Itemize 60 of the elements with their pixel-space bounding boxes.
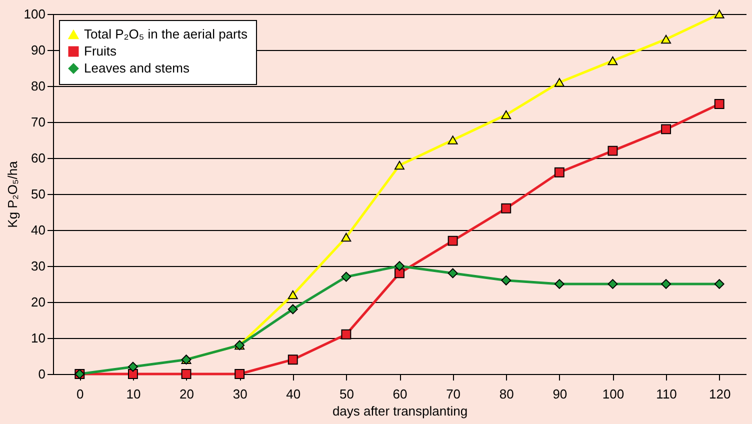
x-tick-label: 120 bbox=[708, 386, 731, 402]
point bbox=[128, 369, 138, 379]
point bbox=[341, 232, 352, 242]
x-tick-label: 40 bbox=[286, 386, 301, 402]
x-tick-label: 80 bbox=[499, 386, 514, 402]
x-tick-label: 90 bbox=[552, 386, 568, 402]
point bbox=[501, 203, 512, 214]
point bbox=[128, 362, 138, 372]
x-tick-label: 0 bbox=[76, 386, 84, 402]
x-tick-label: 100 bbox=[602, 386, 624, 402]
point bbox=[288, 290, 298, 300]
point bbox=[554, 78, 564, 87]
y-tick-label: 50 bbox=[31, 186, 46, 202]
point bbox=[501, 275, 512, 286]
x-tick-label: 60 bbox=[392, 386, 408, 402]
y-tick-label: 20 bbox=[31, 294, 46, 310]
legend-label: Leaves and stems bbox=[84, 60, 190, 76]
point bbox=[661, 279, 672, 289]
y-tick-label: 30 bbox=[31, 258, 46, 274]
point bbox=[608, 146, 618, 156]
x-tick-label: 30 bbox=[232, 386, 248, 402]
y-tick-label: 40 bbox=[31, 222, 46, 238]
point bbox=[448, 268, 458, 278]
y-tick-label: 100 bbox=[24, 6, 46, 22]
point bbox=[661, 34, 672, 44]
point bbox=[554, 279, 564, 289]
y-tick-label: 80 bbox=[31, 78, 46, 94]
point bbox=[341, 272, 352, 282]
y-tick-label: 70 bbox=[31, 114, 46, 130]
point bbox=[288, 304, 298, 314]
point bbox=[608, 279, 618, 289]
point bbox=[394, 268, 404, 278]
point bbox=[661, 124, 672, 134]
point bbox=[288, 354, 298, 365]
point bbox=[448, 136, 458, 144]
y-axis-title: Kg P₂O₅/ha bbox=[4, 160, 20, 228]
y-tick-label: 60 bbox=[31, 150, 46, 166]
point bbox=[554, 167, 564, 178]
legend-label: Total P₂O₅ in the aerial parts bbox=[84, 26, 248, 42]
x-axis-title: days after transplanting bbox=[332, 404, 468, 418]
point bbox=[501, 110, 512, 120]
point bbox=[394, 160, 404, 170]
y-tick-label: 10 bbox=[31, 330, 46, 346]
x-tick-label: 20 bbox=[180, 386, 194, 402]
point bbox=[234, 369, 245, 379]
point bbox=[341, 329, 352, 340]
point bbox=[714, 10, 724, 18]
point bbox=[714, 99, 724, 109]
x-tick-label: 10 bbox=[126, 386, 141, 402]
x-tick-label: 70 bbox=[446, 386, 461, 402]
y-tick-label: 0 bbox=[38, 366, 46, 382]
x-tick-label: 50 bbox=[339, 386, 354, 402]
point bbox=[448, 236, 458, 246]
point bbox=[181, 369, 192, 379]
y-tick-label: 90 bbox=[31, 42, 46, 58]
x-tick-label: 110 bbox=[656, 386, 677, 402]
point bbox=[394, 261, 404, 271]
point bbox=[608, 56, 618, 66]
point bbox=[714, 279, 724, 289]
legend-label: Fruits bbox=[84, 44, 117, 58]
